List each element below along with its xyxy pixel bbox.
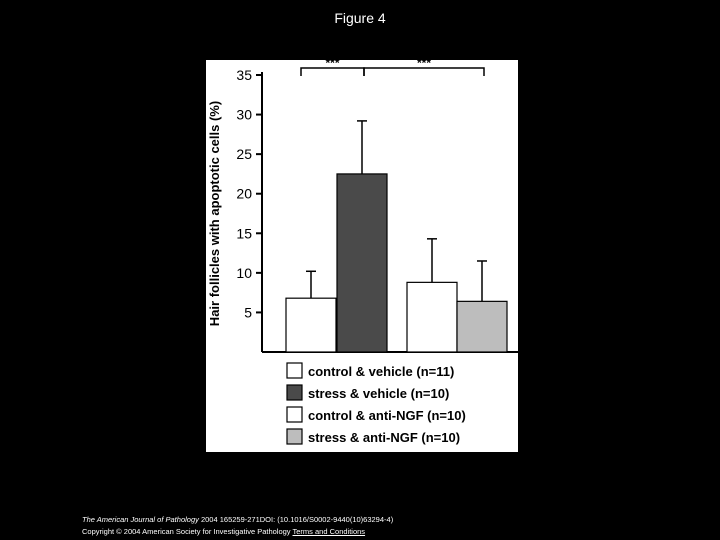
bar-2 [336,173,388,353]
terms-link[interactable]: Terms and Conditions [292,527,366,536]
y-tick-label: 25 [236,146,252,162]
legend-swatch-3 [286,406,303,423]
significance-label: *** [325,60,339,70]
chart-panel: 5 10 15 20 25 30 35 Hair follicles with apoptot… [206,60,518,452]
bar-chart: 5 10 15 20 25 30 35 Hair follicles with apoptot… [207,60,518,445]
legend-label-1: control & vehicle (n=11) [308,364,454,379]
citation-text: 2004 165259-271DOI: (10.1016/S0002-9440(… [198,515,394,524]
y-tick-label: 30 [236,107,252,123]
copyright-text: Copyright © 2004 American Society for In… [82,527,291,536]
y-tick-label: 15 [236,225,252,241]
y-tick-label: 35 [236,67,252,83]
citation-line: The American Journal of Pathology 2004 1… [82,514,393,526]
legend-swatch-1 [286,362,303,379]
copyright-line: Copyright © 2004 American Society for In… [82,526,393,538]
journal-name: The American Journal of Pathology [82,515,199,524]
y-tick-label: 20 [236,186,252,202]
significance-label: *** [417,60,431,70]
legend-swatch-2 [286,384,303,401]
legend-label-3: control & anti-NGF (n=10) [308,408,466,423]
y-axis-label: Hair follicles with apoptotic cells (%) [207,101,222,326]
bar-3 [406,281,458,353]
figure-title: Figure 4 [334,10,386,26]
y-tick-label: 5 [244,304,252,320]
legend-label-2: stress & vehicle (n=10) [308,386,449,401]
footer: The American Journal of Pathology 2004 1… [82,514,393,538]
bar-1 [285,297,337,353]
y-tick-label: 10 [236,265,252,281]
bar-4 [456,300,508,353]
legend-swatch-4 [286,428,303,445]
significance-bracket [363,67,485,76]
legend-label-4: stress & anti-NGF (n=10) [308,430,460,445]
